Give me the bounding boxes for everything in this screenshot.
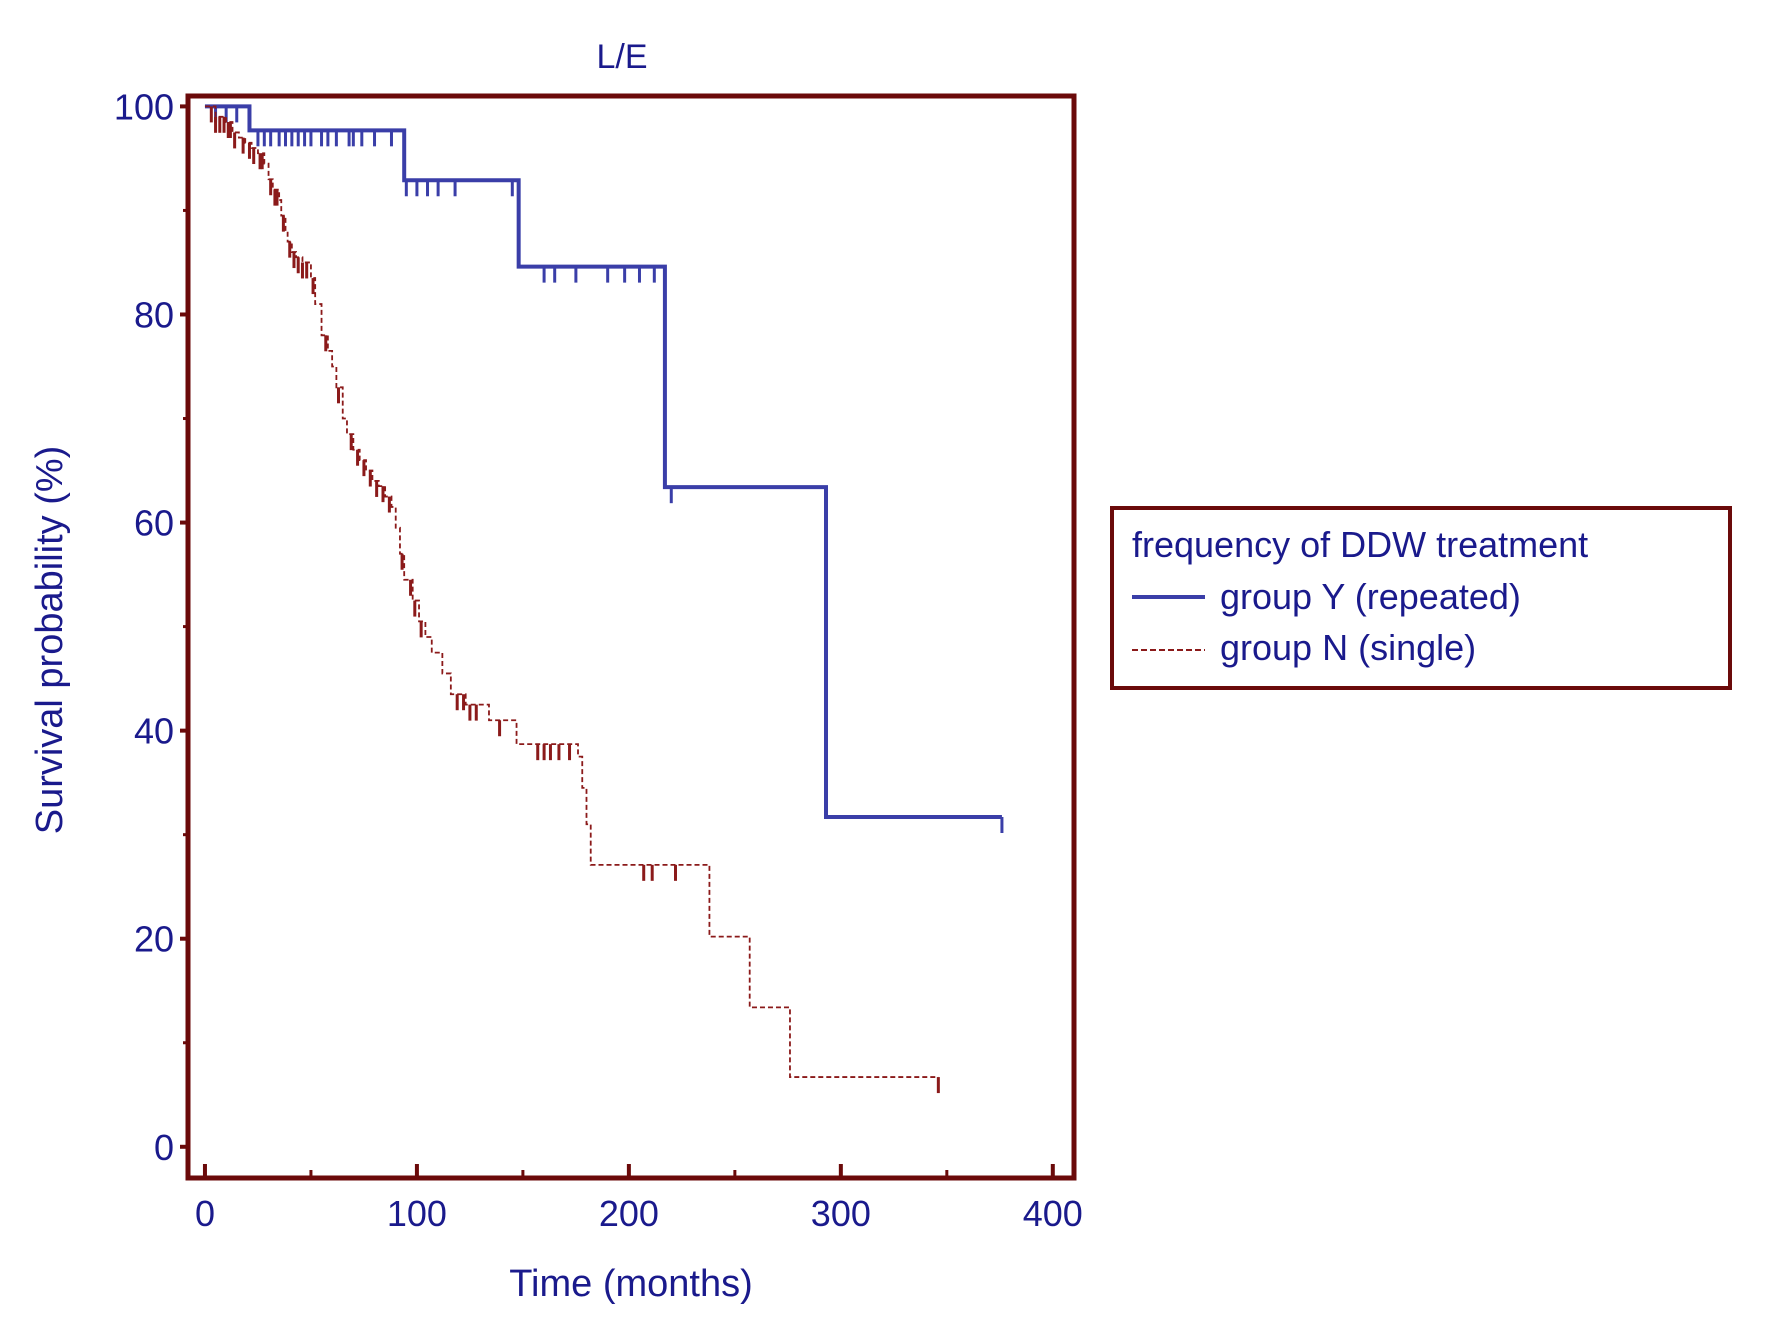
series-line-group-n: [204, 105, 939, 1078]
y-tick-label: 20: [134, 919, 174, 960]
legend-title: frequency of DDW treatment: [1132, 524, 1588, 565]
y-tick-label: 40: [134, 711, 174, 752]
x-axis-label: Time (months): [509, 1263, 753, 1305]
y-tick-label: 80: [134, 294, 174, 335]
x-tick-label: 0: [195, 1193, 215, 1234]
y-axis: 0 20 40 60 80 100: [114, 86, 188, 1168]
plot-frame: [185, 93, 1077, 1181]
x-tick-label: 200: [599, 1193, 659, 1234]
chart-title: L/E: [596, 38, 647, 76]
legend-label-group-n: group N (single): [1220, 627, 1476, 668]
legend: frequency of DDW treatment group Y (repe…: [1110, 506, 1732, 690]
y-tick-label: 60: [134, 503, 174, 544]
legend-box: [1110, 506, 1732, 690]
x-tick-label: 400: [1023, 1193, 1083, 1234]
series-line-group-y: [204, 104, 1002, 819]
x-tick-label: 300: [811, 1193, 871, 1234]
x-axis: 0 100 200 300 400: [195, 1164, 1083, 1234]
legend-label-group-y: group Y (repeated): [1220, 576, 1521, 617]
y-tick-label: 100: [114, 86, 174, 127]
y-axis-label: Survival probability (%): [29, 446, 71, 835]
series-layer: [204, 104, 1004, 1094]
y-tick-label: 0: [154, 1127, 174, 1168]
x-tick-label: 100: [387, 1193, 447, 1234]
